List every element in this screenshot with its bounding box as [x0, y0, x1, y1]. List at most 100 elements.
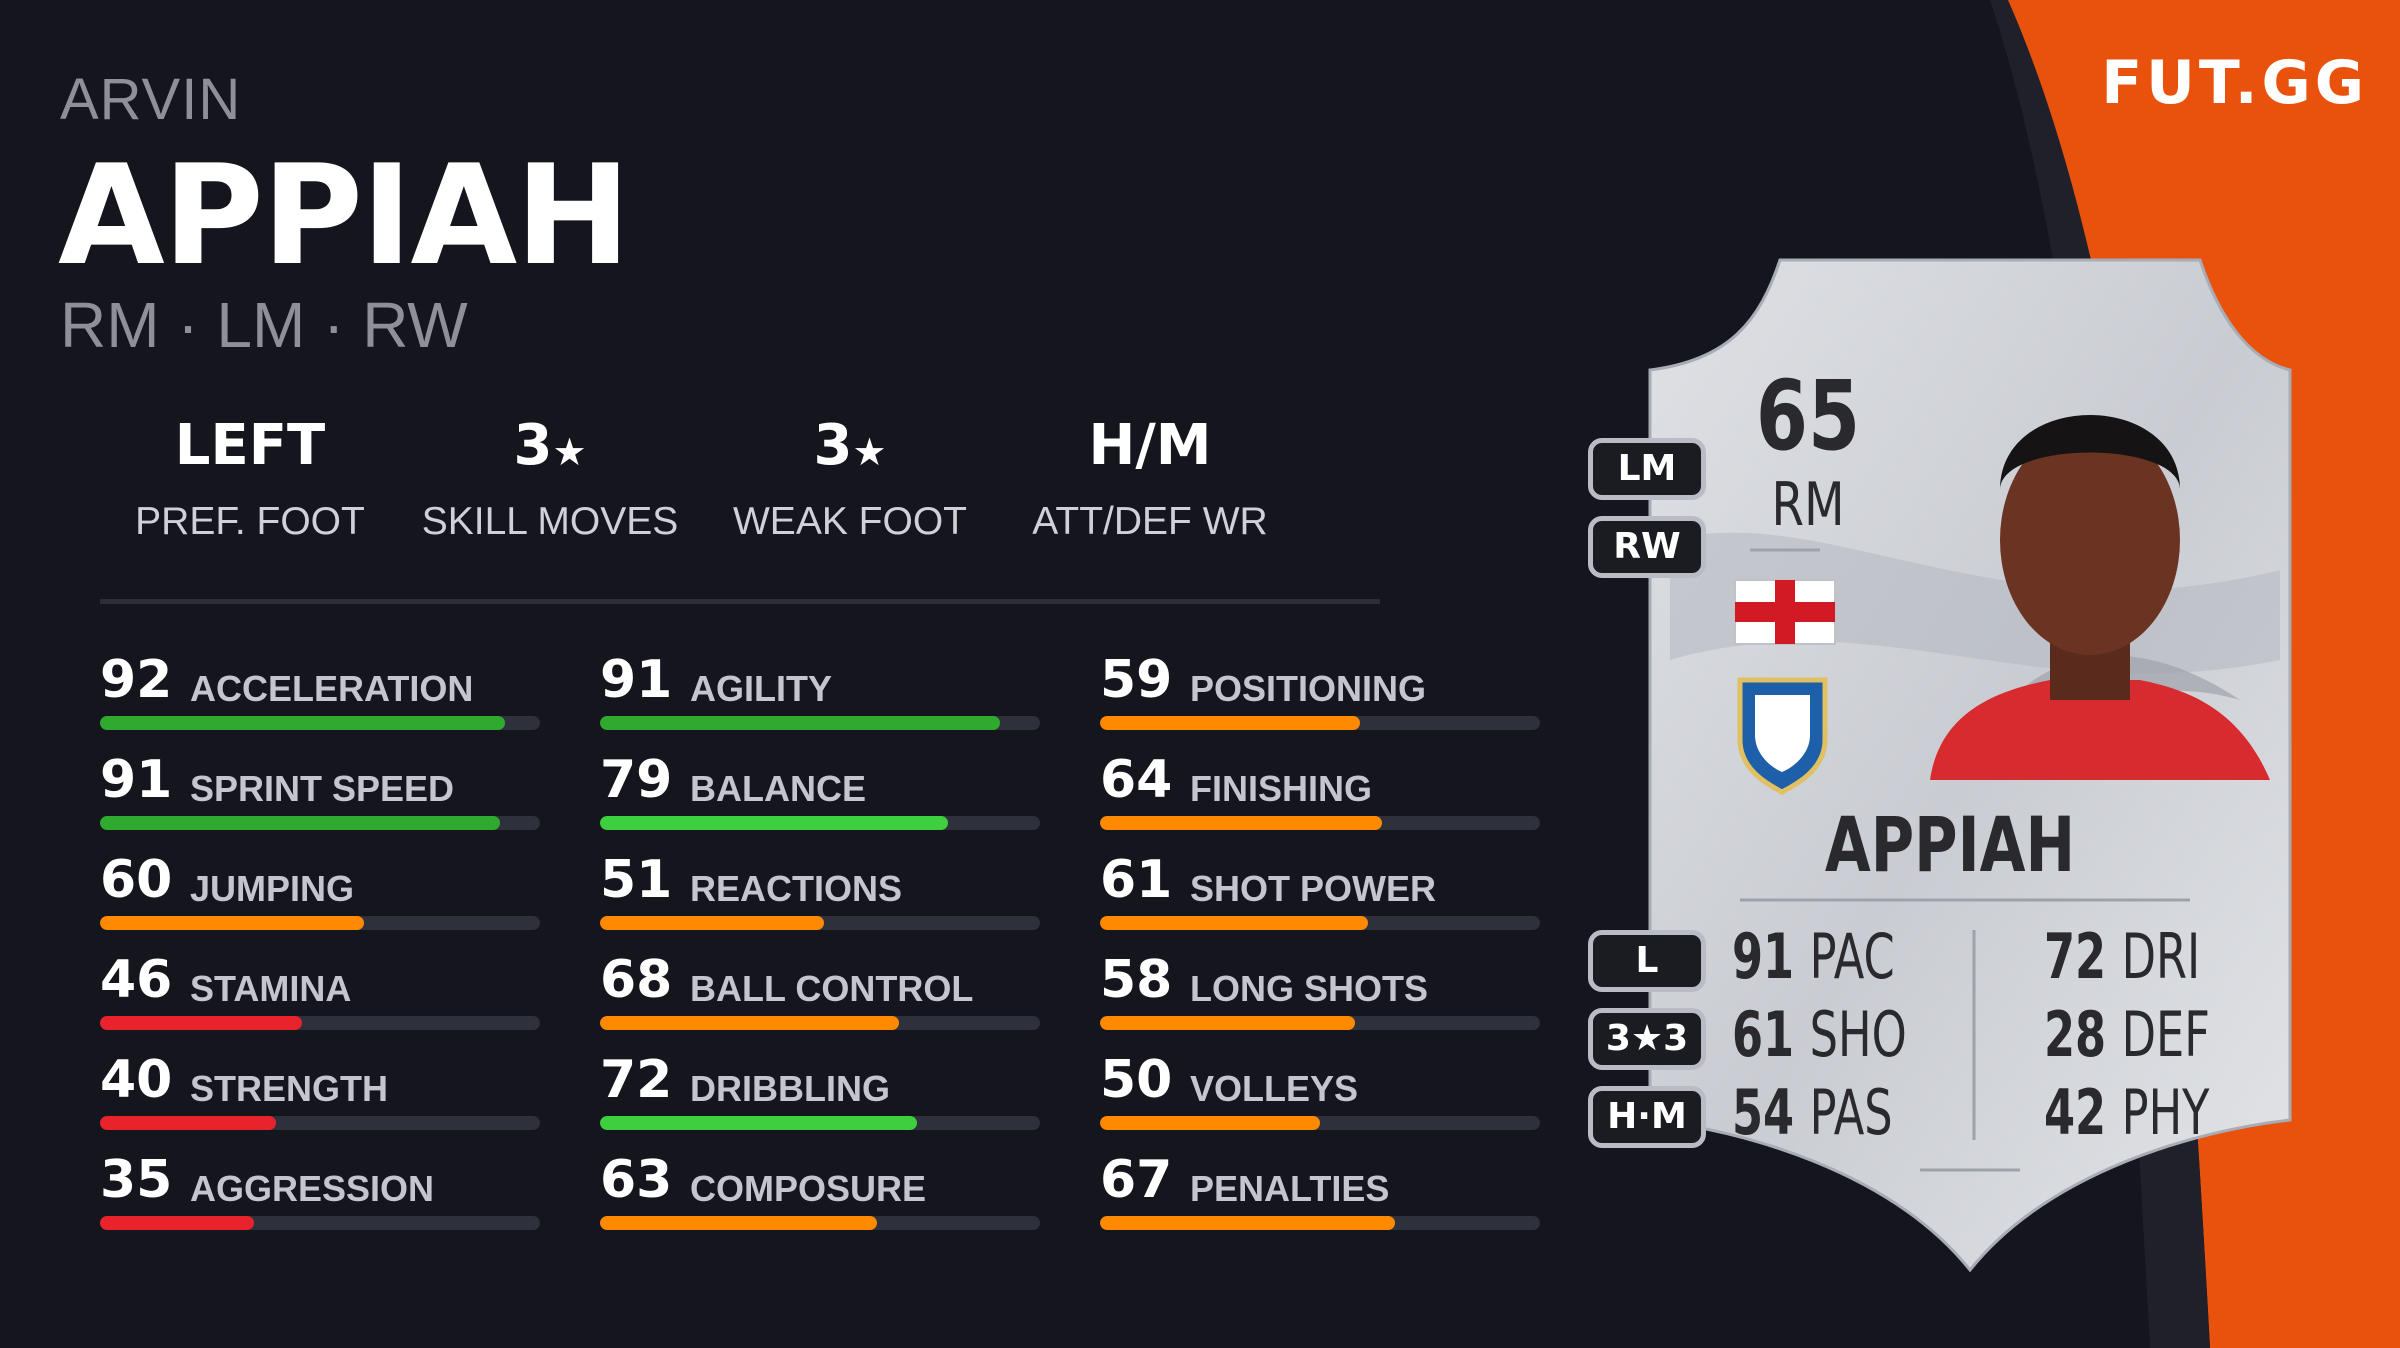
- card-position: RM: [1771, 470, 1845, 540]
- card-skill-weak-badge: 3★3: [1588, 1008, 1706, 1070]
- stat-bar-track: [1100, 1216, 1540, 1230]
- stat-name: AGGRESSION: [190, 1168, 435, 1209]
- stat-bar-track: [1100, 1116, 1540, 1130]
- card-rating: 65: [1755, 360, 1861, 472]
- stat-bar-fill: [100, 816, 501, 830]
- weak-foot: 3★ WEAK FOOT: [700, 410, 1000, 550]
- stat-bar-track: [1100, 816, 1540, 830]
- stat-row: 61 SHOT POWER: [1100, 840, 1540, 940]
- stat-bar-fill: [600, 716, 1001, 730]
- weak-foot-label: WEAK FOOT: [733, 500, 967, 543]
- stat-bar-track: [100, 916, 540, 930]
- player-photo: [1930, 415, 2270, 780]
- stat-bar-track: [600, 816, 1040, 830]
- skill-moves: 3★ SKILL MOVES: [400, 410, 700, 550]
- stat-name: PENALTIES: [1190, 1168, 1390, 1209]
- stat-name: FINISHING: [1190, 768, 1373, 809]
- stat-row: 40 STRENGTH: [100, 1040, 540, 1140]
- stats-column-3: 59 POSITIONING 64 FINISHING 61 SHOT POWER 58 LO…: [1100, 640, 1540, 1240]
- stat-bar-track: [600, 716, 1040, 730]
- stat-bar-track: [100, 816, 540, 830]
- card-stat-sho: 61 SHO: [1732, 998, 1907, 1071]
- stat-bar-fill: [600, 1116, 917, 1130]
- card-stat-label: DRI: [2121, 920, 2201, 993]
- card-stat-value: 28: [2044, 998, 2107, 1071]
- skill-moves-label: SKILL MOVES: [421, 500, 679, 543]
- stat-name: JUMPING: [190, 868, 355, 909]
- stat-row: 67 PENALTIES: [1100, 1140, 1540, 1240]
- stat-value: 51: [600, 850, 673, 910]
- stat-bar-track: [600, 1016, 1040, 1030]
- stat-bar-fill: [600, 1216, 878, 1230]
- stat-name: BALL CONTROL: [690, 968, 974, 1009]
- pref-foot-label: PREF. FOOT: [135, 500, 365, 543]
- player-info-row: LEFT PREF. FOOT 3★ SKILL MOVES 3★ WEAK F…: [100, 410, 1300, 550]
- card-stat-dri: 72 DRI: [2044, 920, 2200, 993]
- stat-value: 35: [100, 1150, 173, 1210]
- stat-row: 68 BALL CONTROL: [600, 940, 1040, 1040]
- card-stat-def: 28 DEF: [2044, 998, 2210, 1071]
- card-stat-phy: 42 PHY: [2044, 1076, 2209, 1149]
- stat-row: 79 BALANCE: [600, 740, 1040, 840]
- card-stat-value: 54: [1732, 1076, 1795, 1149]
- stat-row: 58 LONG SHOTS: [1100, 940, 1540, 1040]
- club-badge-icon: [1737, 677, 1828, 795]
- card-shape: [1648, 258, 2292, 1273]
- section-divider: [100, 599, 1380, 604]
- weak-foot-value: 3: [813, 413, 853, 478]
- stat-row: 51 REACTIONS: [600, 840, 1040, 940]
- pref-foot: LEFT PREF. FOOT: [100, 410, 400, 550]
- stat-bar-track: [100, 1016, 540, 1030]
- stat-bar-track: [600, 1116, 1040, 1130]
- stat-bar-track: [100, 716, 540, 730]
- stat-value: 58: [1100, 950, 1173, 1010]
- stat-name: BALANCE: [690, 768, 866, 809]
- card-stat-pas: 54 PAS: [1732, 1076, 1893, 1149]
- stat-name: ACCELERATION: [190, 668, 474, 709]
- stat-name: REACTIONS: [690, 868, 903, 909]
- stat-row: 91 SPRINT SPEED: [100, 740, 540, 840]
- skill-moves-value: 3: [513, 413, 553, 478]
- stat-bar-fill: [1100, 1116, 1320, 1130]
- stat-row: 72 DRIBBLING: [600, 1040, 1040, 1140]
- stat-row: 91 AGILITY: [600, 640, 1040, 740]
- stat-name: STAMINA: [190, 968, 352, 1009]
- stat-value: 67: [1100, 1150, 1173, 1210]
- stat-value: 50: [1100, 1050, 1173, 1110]
- star-icon: ★: [552, 430, 587, 474]
- alt-position-lm: LM: [1588, 438, 1706, 500]
- work-rates-value: H/M: [1088, 413, 1212, 478]
- card-stat-value: 42: [2044, 1076, 2107, 1149]
- card-stat-label: PHY: [2121, 1076, 2210, 1149]
- stat-bar-track: [1100, 716, 1540, 730]
- stat-bar-fill: [100, 1216, 254, 1230]
- pref-foot-value: LEFT: [174, 413, 326, 478]
- nation-flag-icon: [1734, 579, 1836, 645]
- stat-value: 72: [600, 1050, 673, 1110]
- stat-bar-track: [1100, 1016, 1540, 1030]
- stat-value: 79: [600, 750, 673, 810]
- stat-bar-fill: [1100, 916, 1369, 930]
- stat-value: 64: [1100, 750, 1173, 810]
- stat-name: DRIBBLING: [690, 1068, 890, 1109]
- stat-value: 46: [100, 950, 173, 1010]
- alt-position-rw: RW: [1588, 516, 1706, 578]
- stat-name: AGILITY: [690, 668, 832, 709]
- stats-column-2: 91 AGILITY 79 BALANCE 51 REACTIONS 68 BALL CONT…: [600, 640, 1040, 1240]
- star-icon: ★: [852, 430, 887, 474]
- stat-bar-fill: [1100, 1016, 1356, 1030]
- stat-name: COMPOSURE: [690, 1168, 927, 1209]
- stat-bar-fill: [1100, 716, 1360, 730]
- stat-bar-fill: [600, 816, 948, 830]
- stat-bar-fill: [100, 916, 364, 930]
- stat-name: LONG SHOTS: [1190, 968, 1429, 1009]
- stat-name: SHOT POWER: [1190, 868, 1437, 909]
- player-positions: RM · LM · RW: [60, 289, 468, 361]
- card-stat-label: SHO: [1809, 998, 1907, 1071]
- stat-row: 63 COMPOSURE: [600, 1140, 1040, 1240]
- brand-logo[interactable]: FUT.GG: [2101, 48, 2368, 118]
- stat-bar-track: [100, 1216, 540, 1230]
- stat-bar-track: [600, 1216, 1040, 1230]
- stat-bar-track: [600, 916, 1040, 930]
- player-last-name: APPIAH: [58, 135, 631, 296]
